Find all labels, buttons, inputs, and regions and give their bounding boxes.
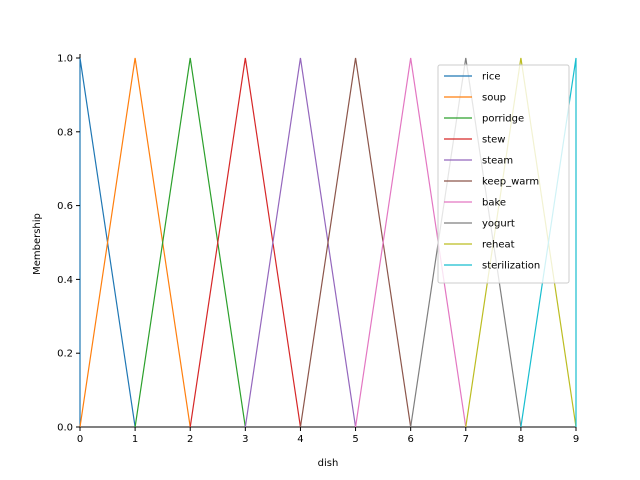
legend-label-porridge: porridge	[482, 114, 524, 125]
series-line-bake	[354, 57, 467, 428]
legend-label-yogurt: yogurt	[482, 219, 515, 230]
series-line-soup	[79, 57, 191, 428]
x-tick-label: 9	[573, 434, 579, 445]
y-tick-label: 0.2	[57, 349, 73, 360]
legend-label-keep_warm: keep_warm	[482, 177, 539, 188]
series-line-porridge	[134, 57, 246, 428]
x-axis-label: dish	[318, 458, 339, 469]
ticks-layer: 0 1 2 3 4 5 6 7 8 9 0.0 0.2 0.4 0.6 0.8 1.0	[57, 54, 579, 446]
series-line-steam	[244, 57, 357, 428]
legend-label-soup: soup	[482, 93, 506, 104]
legend-box	[437, 64, 570, 284]
legend-label-rice: rice	[482, 72, 501, 83]
x-tick-label: 3	[242, 434, 248, 445]
legend-label-steam: steam	[482, 156, 513, 167]
series-line-yogurt	[410, 57, 522, 428]
x-tick-label: 8	[518, 434, 524, 445]
x-tick-label: 0	[77, 434, 83, 445]
x-tick-label: 5	[352, 434, 358, 445]
y-tick-label: 0.8	[57, 127, 73, 138]
series-line-sterilization	[520, 57, 577, 428]
legend-label-reheat: reheat	[482, 240, 515, 251]
legend-label-bake: bake	[482, 198, 506, 209]
y-tick-label: 1.0	[57, 54, 73, 65]
x-tick-label: 2	[187, 434, 193, 445]
series-layer	[79, 57, 577, 428]
series-line-keep_warm	[299, 57, 412, 428]
x-tick-label: 1	[132, 434, 138, 445]
series-line-stew	[189, 57, 302, 428]
y-axis-label: Membership	[32, 213, 43, 275]
y-tick-label: 0.0	[57, 423, 73, 434]
x-tick-label: 7	[463, 434, 469, 445]
legend-label-sterilization: sterilization	[482, 261, 540, 272]
x-tick-label: 4	[297, 434, 303, 445]
series-line-reheat	[465, 57, 577, 428]
y-tick-label: 0.6	[57, 201, 73, 212]
y-tick-label: 0.4	[57, 275, 73, 286]
x-tick-label: 6	[407, 434, 413, 445]
legend-label-stew: stew	[482, 135, 505, 146]
